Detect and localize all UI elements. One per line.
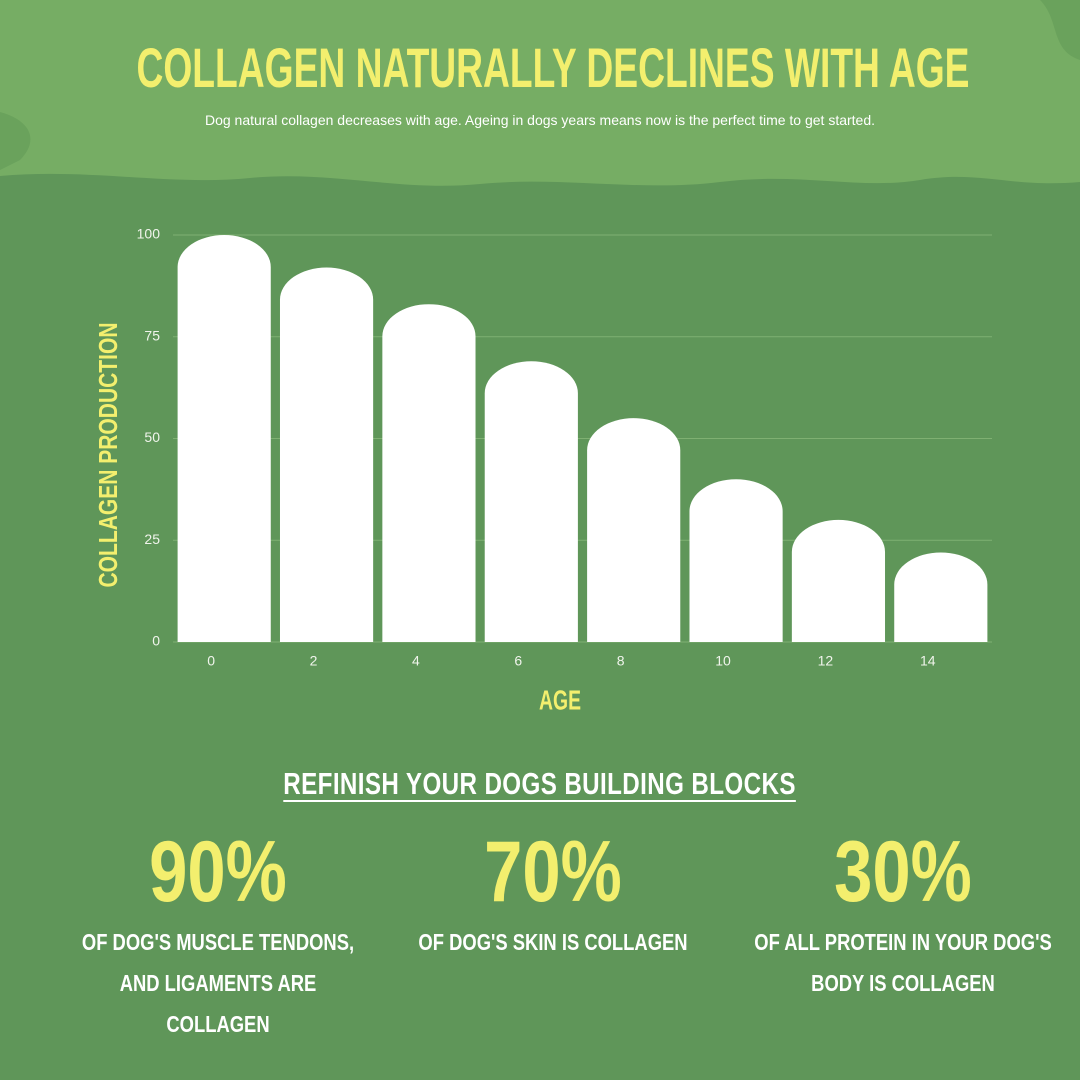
section-heading-wrap: REFINISH YOUR DOGS BUILDING BLOCKS: [0, 766, 1080, 802]
y-tick-label: 100: [137, 226, 161, 242]
bar: [689, 479, 783, 642]
x-tick-label: 6: [514, 653, 522, 669]
bar: [177, 235, 271, 642]
stat: 90% OF DOG'S MUSCLE TENDONS, AND LIGAMENT…: [58, 822, 378, 1045]
stat: 70% OF DOG'S SKIN IS COLLAGEN: [393, 822, 713, 963]
stat-figure: 90%: [149, 824, 287, 920]
x-tick-label: 0: [207, 653, 215, 669]
header-band: [0, 0, 1080, 186]
y-tick-label: 75: [144, 327, 160, 343]
stat-figure: 30%: [834, 824, 972, 920]
x-tick-label: 4: [412, 653, 420, 669]
stat-text: OF ALL PROTEIN IN YOUR DOG'S BODY IS COL…: [754, 929, 1052, 996]
stat-text: OF DOG'S SKIN IS COLLAGEN: [418, 929, 688, 955]
x-tick-label: 14: [920, 653, 936, 669]
x-tick-label: 12: [818, 653, 834, 669]
x-tick-label: 8: [617, 653, 625, 669]
bar: [894, 552, 988, 642]
chart-title: COLLAGEN NATURALLY DECLINES WITH AGE: [137, 36, 970, 99]
x-tick-label: 2: [310, 653, 318, 669]
bar: [382, 304, 476, 642]
bar: [587, 418, 681, 642]
section-heading: REFINISH YOUR DOGS BUILDING BLOCKS: [283, 766, 797, 801]
y-tick-label: 50: [144, 429, 160, 445]
stat: 30% OF ALL PROTEIN IN YOUR DOG'S BODY IS …: [743, 822, 1063, 1004]
x-axis-label: AGE: [539, 684, 581, 715]
subtitle: Dog natural collagen decreases with age.…: [204, 112, 876, 128]
y-tick-label: 0: [152, 633, 160, 649]
y-tick-label: 25: [144, 531, 160, 547]
y-axis-label: COLLAGEN PRODUCTION: [93, 323, 123, 588]
stat-text: OF DOG'S MUSCLE TENDONS, AND LIGAMENTS A…: [81, 929, 355, 1037]
bar: [279, 267, 374, 642]
stat-figure: 70%: [484, 824, 622, 920]
bar: [484, 361, 578, 642]
bar: [791, 519, 886, 642]
x-tick-label: 10: [715, 653, 731, 669]
